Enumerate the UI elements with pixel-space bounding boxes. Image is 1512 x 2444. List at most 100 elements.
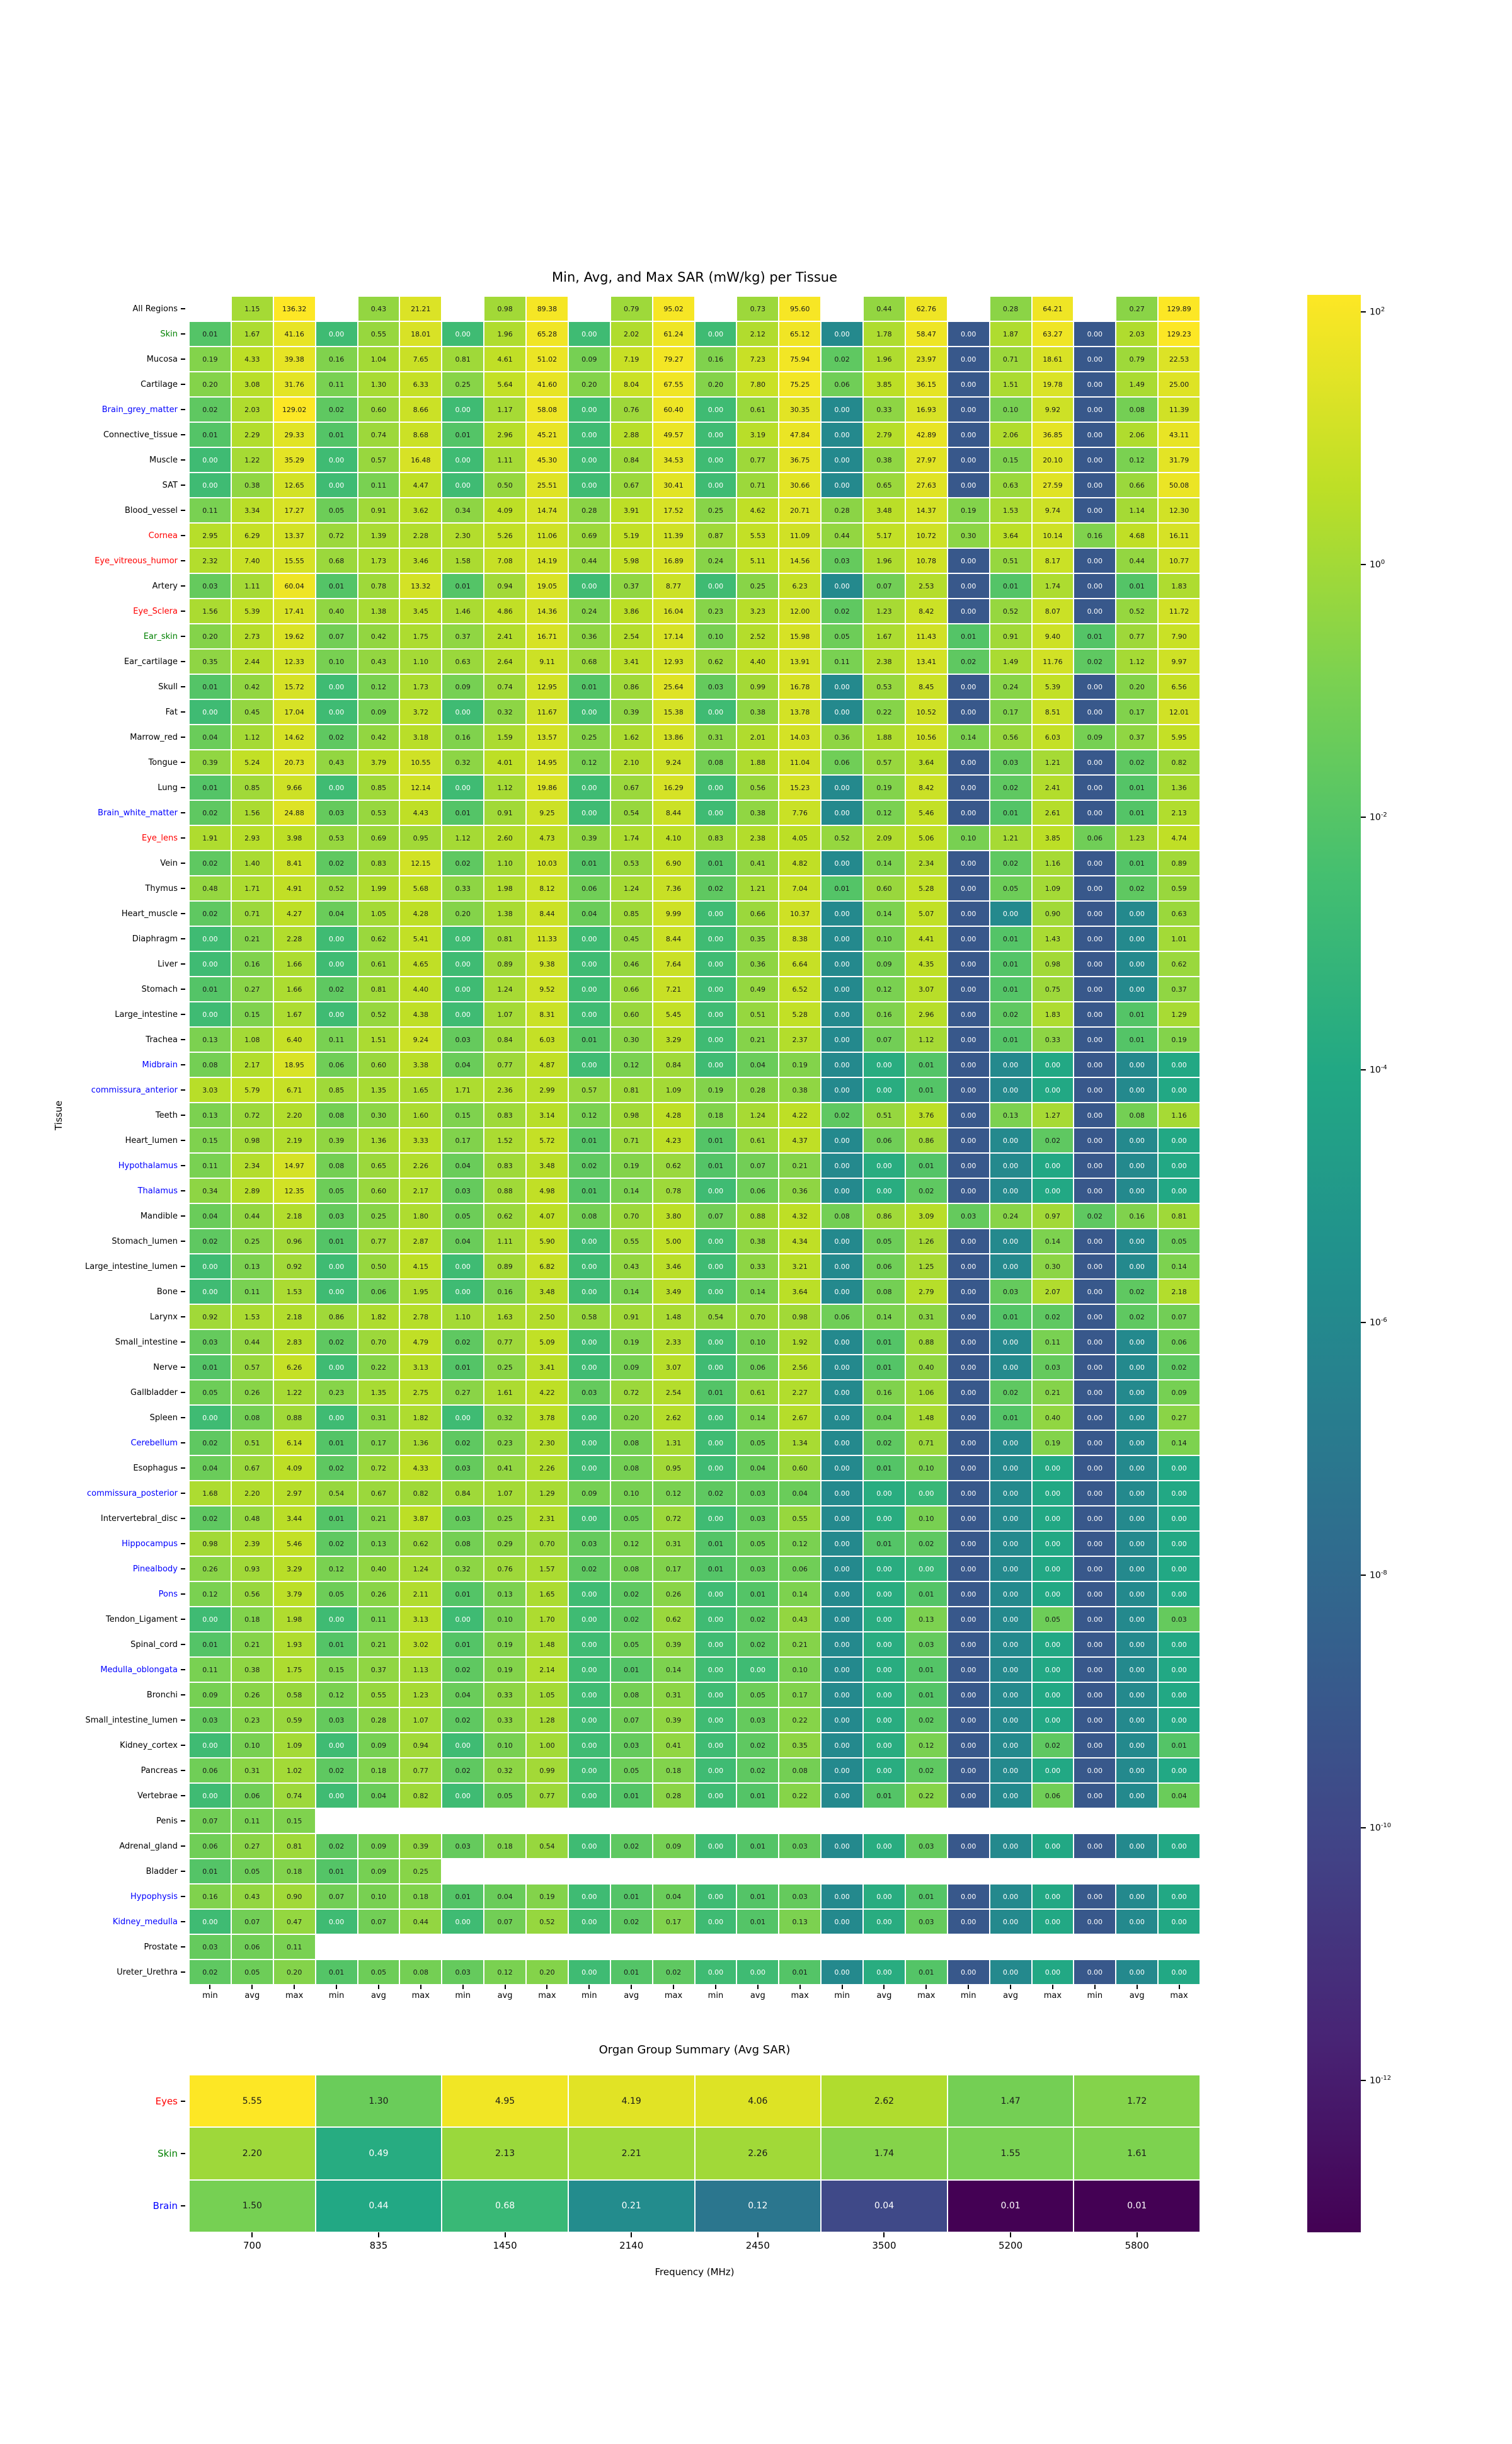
heatmap-cell: 2.01	[736, 725, 779, 750]
heatmap-cell: 0.00	[821, 1833, 863, 1859]
heatmap-cell: 1.40	[231, 851, 273, 876]
heatmap-cell: 0.02	[821, 599, 863, 624]
heatmap-cell: 0.08	[779, 1758, 822, 1783]
heatmap-cell: 0.37	[610, 573, 653, 599]
heatmap-cell: 1.01	[1158, 926, 1200, 951]
heatmap-cell: 2.06	[1116, 422, 1159, 447]
heatmap-cell: 3.08	[231, 372, 273, 397]
frequency-tick-label: 835	[316, 2232, 442, 2251]
heatmap-cell: 0.44	[231, 1329, 273, 1355]
heatmap-cell: 2.53	[905, 573, 948, 599]
heatmap-cell: 1.39	[357, 523, 400, 548]
heatmap-cell: 0.02	[610, 1909, 653, 1934]
heatmap-cell: 0.00	[821, 1430, 863, 1455]
heatmap-cell: 0.00	[1116, 1783, 1159, 1808]
heatmap-cell: 9.99	[652, 901, 695, 926]
heatmap-cell: 0.07	[1158, 1304, 1200, 1329]
heatmap-cell: 0.02	[315, 725, 358, 750]
heatmap-cell: 0.62	[652, 1607, 695, 1632]
heatmap-cell: 0.88	[736, 1203, 779, 1229]
heatmap-cell: 0.65	[863, 473, 905, 498]
heatmap-cell: 0.00	[1116, 1556, 1159, 1581]
heatmap-cell: 0.99	[736, 674, 779, 699]
heatmap-cell: 3.41	[526, 1355, 568, 1380]
heatmap-cell: 2.54	[610, 624, 653, 649]
heatmap-cell: 0.00	[1116, 1607, 1159, 1632]
heatmap-cell: 0.00	[442, 473, 484, 498]
x-tick-mark	[1136, 2232, 1138, 2237]
heatmap-cell: 0.09	[610, 1355, 653, 1380]
heatmap-cell: 0.03	[189, 1707, 231, 1733]
heatmap-cell: 7.04	[779, 876, 822, 901]
heatmap-cell: 0.00	[189, 1254, 231, 1279]
heatmap-cell: 0.71	[231, 901, 273, 926]
heatmap-cell	[357, 1808, 400, 1833]
stat-label: avg	[231, 1985, 273, 2000]
heatmap-cell: 0.07	[863, 1027, 905, 1052]
heatmap-cell: 0.02	[905, 1178, 948, 1203]
heatmap-cell: 0.00	[189, 473, 231, 498]
x-tick-mark	[925, 1985, 927, 1989]
heatmap-cell: 0.00	[1031, 1657, 1074, 1682]
x-tick-mark	[631, 1985, 633, 1989]
heatmap-cell: 0.02	[315, 851, 358, 876]
heatmap-cell	[568, 296, 610, 321]
heatmap-cell: 16.93	[905, 397, 948, 422]
colorbar-gradient	[1307, 295, 1361, 2232]
heatmap-cell: 0.14	[863, 851, 905, 876]
heatmap-cell: 0.00	[1074, 1833, 1116, 1859]
colorbar-tick-mark	[1361, 1069, 1366, 1071]
heatmap-cell: 0.01	[189, 977, 231, 1002]
heatmap-cell: 0.53	[357, 800, 400, 825]
heatmap-cell: 0.07	[863, 573, 905, 599]
heatmap-cell: 0.00	[1116, 977, 1159, 1002]
heatmap-cell: 6.90	[652, 851, 695, 876]
heatmap-cell: 0.00	[821, 851, 863, 876]
heatmap-cell: 5.53	[736, 523, 779, 548]
heatmap-cell: 0.00	[694, 1052, 737, 1077]
heatmap-cell: 0.03	[189, 1934, 231, 1959]
stat-label: min	[1074, 1985, 1116, 2000]
heatmap-cell: 0.07	[315, 1884, 358, 1909]
heatmap-cell: 4.61	[484, 347, 526, 372]
heatmap-cell: 0.30	[357, 1103, 400, 1128]
heatmap-cell: 0.00	[189, 447, 231, 473]
heatmap-cell: 0.06	[1158, 1329, 1200, 1355]
heatmap-cell: 30.66	[779, 473, 822, 498]
heatmap-cell: 0.09	[568, 1481, 610, 1506]
heatmap-cell: 0.00	[947, 1002, 990, 1027]
heatmap-cell: 1.63	[484, 1304, 526, 1329]
heatmap-cell: 1.67	[273, 1002, 316, 1027]
heatmap-cell: 13.32	[399, 573, 442, 599]
heatmap-cell: 13.86	[652, 725, 695, 750]
stat-label: max	[779, 1985, 821, 2000]
heatmap-cell: 0.55	[357, 321, 400, 347]
y-tick-mark	[181, 913, 185, 914]
heatmap-cell: 0.72	[357, 1455, 400, 1481]
heatmap-cell: 0.03	[736, 1506, 779, 1531]
heatmap-cell: 0.05	[863, 1229, 905, 1254]
heatmap-cell: 4.33	[399, 1455, 442, 1481]
heatmap-cell: 0.79	[1116, 347, 1159, 372]
heatmap-cell: 1.96	[863, 548, 905, 573]
heatmap-cell: 0.86	[905, 1128, 948, 1153]
heatmap-cell	[1116, 1808, 1159, 1833]
heatmap-cell: 0.00	[1158, 1531, 1200, 1556]
heatmap-cell: 8.42	[905, 775, 948, 800]
x-tick-mark	[504, 2232, 506, 2237]
y-tick-mark	[181, 1341, 185, 1343]
heatmap-cell: 0.00	[1074, 1052, 1116, 1077]
heatmap-cell: 0.84	[652, 1052, 695, 1077]
heatmap-cell: 0.08	[694, 750, 737, 775]
heatmap-cell: 0.00	[694, 1783, 737, 1808]
heatmap-cell: 3.29	[652, 1027, 695, 1052]
heatmap-cell: 6.52	[779, 977, 822, 1002]
heatmap-cell: 1.51	[357, 1027, 400, 1052]
heatmap-cell: 0.71	[736, 473, 779, 498]
row-label: Small_intestine	[0, 1329, 185, 1355]
heatmap-cell: 0.19	[947, 498, 990, 523]
heatmap-cell: 0.00	[1031, 1581, 1074, 1607]
heatmap-cell: 7.36	[652, 876, 695, 901]
heatmap-cell: 0.06	[231, 1934, 273, 1959]
heatmap-cell: 0.62	[1158, 951, 1200, 977]
